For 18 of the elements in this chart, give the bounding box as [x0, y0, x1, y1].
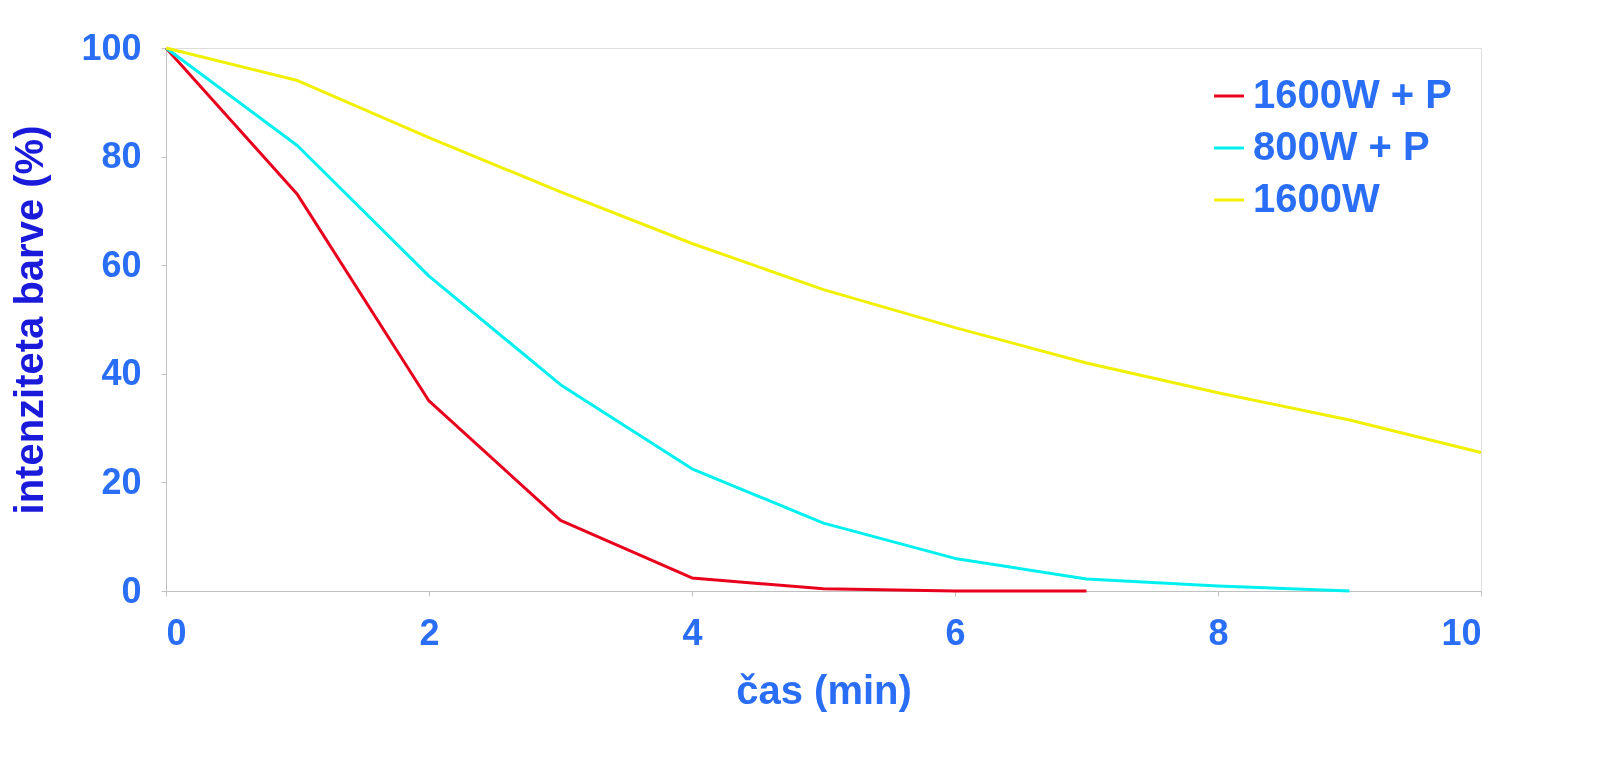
- legend-label: 1600W + P: [1253, 72, 1453, 116]
- x-tick-label: 8: [1208, 611, 1229, 653]
- x-tick-label: 4: [682, 611, 703, 653]
- x-tick-label: 2: [419, 611, 440, 653]
- legend-label: 1600W: [1253, 176, 1380, 220]
- y-tick-label: 0: [121, 569, 142, 611]
- y-tick-label: 40: [101, 352, 142, 394]
- legend-label: 800W + P: [1253, 124, 1430, 168]
- y-tick-label: 100: [81, 26, 142, 68]
- y-tick-label: 60: [101, 243, 142, 285]
- y-tick-label: 80: [101, 135, 142, 177]
- x-tick-label: 0: [166, 611, 187, 653]
- x-axis-title: čas (min): [736, 667, 912, 712]
- x-tick-label: 6: [945, 611, 966, 653]
- y-axis-title: intenziteta barve (%): [7, 125, 52, 515]
- x-tick-label: 10: [1441, 611, 1482, 653]
- y-tick-label: 20: [101, 460, 142, 502]
- line-series: [164, 46, 1483, 455]
